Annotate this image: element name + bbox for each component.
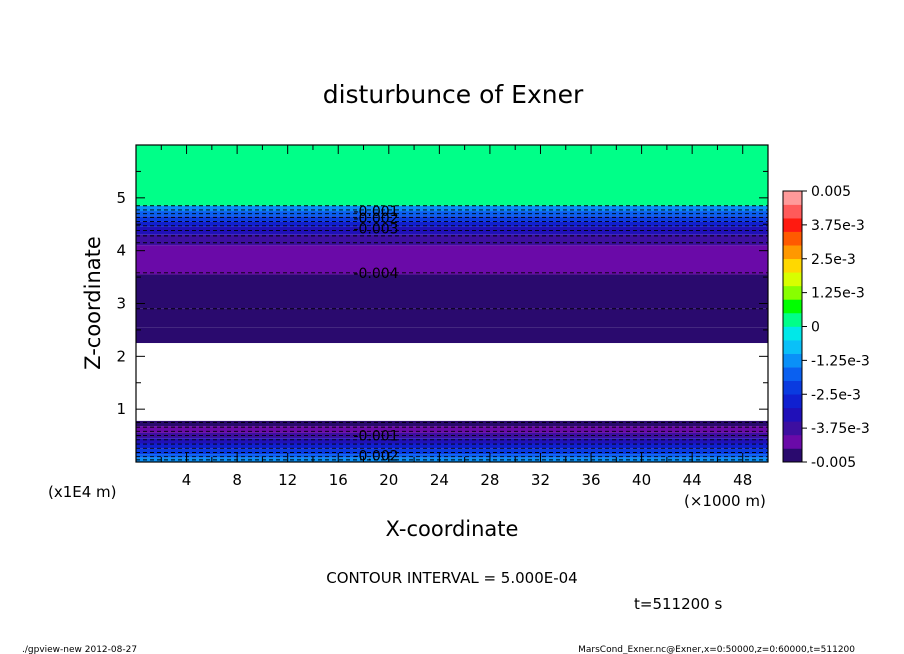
colorbar-cell [783, 380, 802, 395]
colorbar-cell [783, 434, 802, 449]
colorbar-tick-label: -1.25e-3 [811, 353, 870, 369]
colorbar-cell [783, 272, 802, 287]
colorbar: 0.005 3.75e-3 2.5e-3 1.25e-3 0 -1.25e-3 -2.5e-… [782, 184, 870, 471]
colorbar-tick-label: 3.75e-3 [811, 218, 865, 234]
colorbar-cell [783, 448, 802, 463]
contour-band [136, 426, 768, 433]
y-tick-label: 4 [116, 242, 126, 260]
y-tick-label: 2 [116, 347, 126, 365]
contour-band [136, 454, 768, 458]
colorbar-cell [783, 353, 802, 368]
y-tick-label: 1 [116, 400, 126, 418]
contour-band [136, 443, 768, 449]
contour-band [136, 327, 768, 344]
contour-label: -0.003 [353, 221, 398, 237]
x-tick-label: 4 [182, 471, 192, 489]
x-tick-label: 12 [278, 471, 297, 489]
colorbar-cell [783, 326, 802, 341]
x-axis-ticks: 4 8 12 16 20 24 28 32 36 40 44 48 [160, 145, 769, 489]
contour-band [136, 145, 768, 206]
colorbar-cell [783, 218, 802, 232]
colorbar-cell [783, 245, 802, 260]
contour-band [136, 221, 768, 227]
x-tick-label: 40 [632, 471, 651, 489]
x-tick-label: 8 [232, 471, 242, 489]
contour-labels: -0.001-0.002-0.003-0.004-0.001-0.002 [353, 204, 398, 465]
x-tick-label: 28 [480, 471, 499, 489]
contour-band [136, 245, 768, 275]
contour-band [136, 448, 768, 455]
contour-label: -0.002 [353, 449, 398, 465]
contour-band [136, 420, 768, 427]
colorbar-cell [783, 204, 802, 219]
colorbar-tick-label: 2.5e-3 [811, 252, 856, 268]
x-tick-label: 48 [733, 471, 752, 489]
contour-lines [136, 205, 768, 461]
x-tick-label: 16 [329, 471, 348, 489]
x-tick-label: 20 [379, 471, 398, 489]
footer-left: ./gpview-new 2012-08-27 [22, 645, 137, 654]
contour-label: -0.004 [353, 266, 398, 282]
colorbar-cell [783, 299, 802, 314]
contour-band [136, 234, 768, 246]
missing-region [136, 343, 768, 421]
colorbar-cell [783, 367, 802, 381]
x-tick-label: 44 [683, 471, 702, 489]
colorbar-cell [783, 340, 802, 354]
colorbar-cell [783, 407, 802, 422]
contour-band [136, 438, 768, 444]
colorbar-cell [783, 231, 802, 246]
colorbar-cell [783, 312, 802, 327]
x-tick-label: 32 [531, 471, 550, 489]
colorbar-tick-label: -2.5e-3 [811, 387, 861, 403]
colorbar-cell [783, 285, 802, 300]
colorbar-cell [783, 258, 802, 273]
contour-band [136, 205, 768, 212]
contour-band [136, 216, 768, 222]
colorbar-tick-label: -0.005 [811, 455, 856, 471]
contour-label: -0.001 [353, 429, 398, 445]
x-tick-label: 24 [430, 471, 449, 489]
colorbar-tick-label: 0 [811, 320, 820, 336]
contour-band [136, 308, 768, 328]
contour-interval: CONTOUR INTERVAL = 5.000E-04 [326, 569, 577, 587]
y-axis-unit: (x1E4 m) [48, 483, 117, 501]
colorbar-tick-label: 1.25e-3 [811, 286, 865, 302]
contour-label: -0.002 [353, 211, 398, 227]
footer-right: MarsCond_Exner.nc@Exner,x=0:50000,z=0:60… [578, 645, 855, 654]
y-axis-label: Z-coordinate [81, 236, 105, 370]
x-axis-label: X-coordinate [386, 517, 519, 541]
contour-label: -0.001 [353, 204, 398, 220]
colorbar-cell [783, 421, 802, 436]
time-label: t=511200 s [634, 595, 722, 613]
x-tick-label: 36 [581, 471, 600, 489]
colorbar-cell [783, 394, 802, 409]
contour-band [136, 274, 768, 309]
y-tick-label: 3 [116, 295, 126, 313]
colorbar-tick-label: -3.75e-3 [811, 421, 870, 437]
y-tick-label: 5 [116, 189, 126, 207]
colorbar-tick-label: 0.005 [811, 184, 851, 200]
x-axis-unit: (×1000 m) [684, 492, 766, 510]
colorbar-cell [783, 191, 802, 205]
chart-title: disturbunce of Exner [323, 80, 584, 109]
y-axis-ticks: 1 2 3 4 5 [116, 170, 768, 437]
